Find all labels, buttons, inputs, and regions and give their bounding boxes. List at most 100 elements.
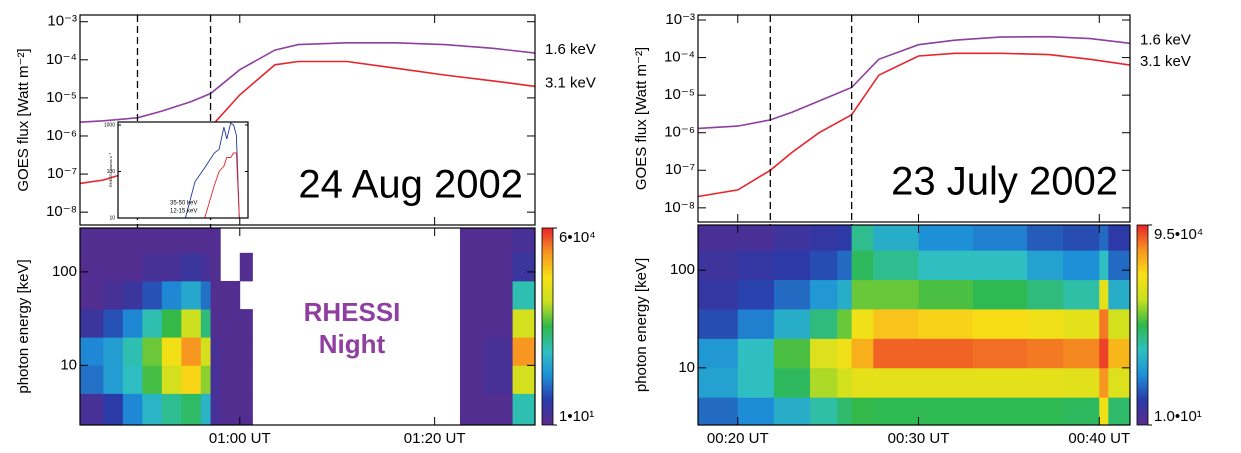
heatmap-cell bbox=[1108, 250, 1131, 281]
y-axis-title: photon energy [keV] bbox=[15, 259, 32, 393]
heatmap-cell bbox=[810, 279, 838, 310]
heatmap-cell bbox=[122, 280, 143, 310]
heatmap-cell bbox=[200, 393, 211, 426]
heatmap-cell bbox=[918, 225, 974, 251]
heatmap-cell bbox=[483, 252, 513, 282]
legend-label: 1.6 keV bbox=[1140, 31, 1191, 48]
y-tick-label: 10⁻⁵ bbox=[664, 86, 695, 103]
heatmap-cell bbox=[161, 337, 182, 366]
heatmap-cell bbox=[200, 365, 211, 394]
y-tick-label: 100 bbox=[670, 261, 695, 278]
heatmap-cell bbox=[210, 228, 221, 254]
heatmap-cell bbox=[220, 337, 241, 366]
heatmap-cell bbox=[773, 250, 811, 281]
heatmap-cell bbox=[80, 228, 104, 254]
heatmap-cell bbox=[122, 228, 143, 254]
heatmap-cell bbox=[122, 252, 143, 282]
heatmap-cell bbox=[873, 309, 919, 339]
heatmap-cell bbox=[1026, 338, 1064, 369]
colorbar-label: 1.0•10¹ bbox=[1154, 408, 1202, 425]
heatmap-cell bbox=[1108, 397, 1131, 426]
x-tick-label: 01:20 UT bbox=[404, 430, 466, 447]
heatmap-cell bbox=[918, 397, 974, 426]
heatmap-cell bbox=[512, 365, 536, 394]
plot-frame bbox=[697, 224, 1131, 426]
legend-label: 3.1 keV bbox=[545, 74, 596, 91]
heatmap-cell bbox=[851, 367, 874, 398]
x-tick-label: 00:30 UT bbox=[888, 430, 950, 447]
heatmap-cell bbox=[698, 367, 739, 398]
heatmap-cell bbox=[1026, 397, 1064, 426]
heatmap-cell bbox=[483, 309, 513, 338]
colorbar-label: 6•10⁴ bbox=[559, 229, 596, 246]
heatmap-cell bbox=[851, 279, 874, 310]
heatmap-cell bbox=[873, 225, 919, 251]
heatmap-cell bbox=[80, 393, 104, 426]
heatmap-cell bbox=[837, 279, 853, 310]
colorbar-label: 1•10¹ bbox=[559, 408, 594, 425]
heatmap-cell bbox=[1099, 397, 1109, 426]
heatmap-cell bbox=[972, 225, 1028, 251]
heatmap-cell bbox=[1026, 225, 1064, 251]
heatmap-cell bbox=[200, 337, 211, 366]
heatmap-cell bbox=[122, 393, 143, 426]
heatmap-cell bbox=[161, 365, 182, 394]
heatmap-cell bbox=[1026, 367, 1064, 398]
legend-label: 1.6 keV bbox=[545, 41, 596, 58]
heatmap-cell bbox=[512, 393, 536, 426]
heatmap-cell bbox=[142, 252, 163, 282]
heatmap-cell bbox=[851, 225, 874, 251]
heatmap-cell bbox=[972, 250, 1028, 281]
heatmap-cell bbox=[810, 367, 838, 398]
heatmap-cell bbox=[918, 250, 974, 281]
plot-frame bbox=[79, 14, 536, 226]
heatmap-cell bbox=[873, 338, 919, 369]
heatmap-cell bbox=[239, 309, 253, 338]
heatmap-cell bbox=[1108, 309, 1131, 339]
heatmap-cell bbox=[181, 337, 202, 366]
heatmap-cell bbox=[1063, 279, 1100, 310]
heatmap-cell bbox=[773, 225, 811, 251]
heatmap-cell bbox=[459, 309, 484, 338]
heatmap-cell bbox=[459, 280, 484, 310]
y-axis-title: GOES flux [Watt m⁻²] bbox=[633, 47, 650, 190]
y-tick-label: 10⁻³ bbox=[47, 13, 77, 30]
y-tick-label: 10⁻⁸ bbox=[46, 203, 77, 220]
heatmap-cell bbox=[459, 365, 484, 394]
heatmap-cell bbox=[1099, 225, 1109, 251]
heatmap-cell bbox=[103, 252, 124, 282]
heatmap-cell bbox=[161, 309, 182, 338]
heatmap-cell bbox=[837, 250, 853, 281]
y-axis-title: RHESSI counts s⁻¹ bbox=[108, 152, 113, 187]
legend-label: 12-15 keV bbox=[170, 209, 197, 215]
y-tick-label: 10⁻⁵ bbox=[46, 89, 77, 106]
heatmap-cell bbox=[483, 365, 513, 394]
heatmap-cell bbox=[1099, 279, 1109, 310]
x-tick-label: 01:00 UT bbox=[209, 430, 271, 447]
heatmap-cell bbox=[873, 250, 919, 281]
heatmap-cell bbox=[810, 250, 838, 281]
heatmap-cell bbox=[210, 365, 221, 394]
heatmap-cell bbox=[483, 280, 513, 310]
y-tick-label: 1000 bbox=[104, 122, 115, 128]
heatmap-cell bbox=[210, 337, 221, 366]
heatmap-cell bbox=[1108, 225, 1131, 251]
heatmap-cell bbox=[200, 309, 211, 338]
heatmap-cell bbox=[142, 228, 163, 254]
heatmap-cell bbox=[142, 337, 163, 366]
heatmap-cell bbox=[512, 280, 536, 310]
heatmap-cell bbox=[210, 393, 221, 426]
heatmap-cell bbox=[1063, 367, 1100, 398]
plot-frame bbox=[79, 227, 536, 426]
heatmap-cell bbox=[483, 393, 513, 426]
y-tick-label: 10⁻⁷ bbox=[47, 165, 77, 182]
heatmap-cell bbox=[181, 393, 202, 426]
heatmap-cell bbox=[161, 228, 182, 254]
y-tick-label: 10 bbox=[678, 359, 695, 376]
y-tick-label: 10⁻⁶ bbox=[46, 127, 77, 144]
series-line bbox=[79, 42, 536, 123]
heatmap-cell bbox=[103, 228, 124, 254]
heatmap-cell bbox=[837, 367, 853, 398]
y-tick-label: 10⁻⁶ bbox=[664, 124, 695, 141]
heatmap-cell bbox=[122, 365, 143, 394]
